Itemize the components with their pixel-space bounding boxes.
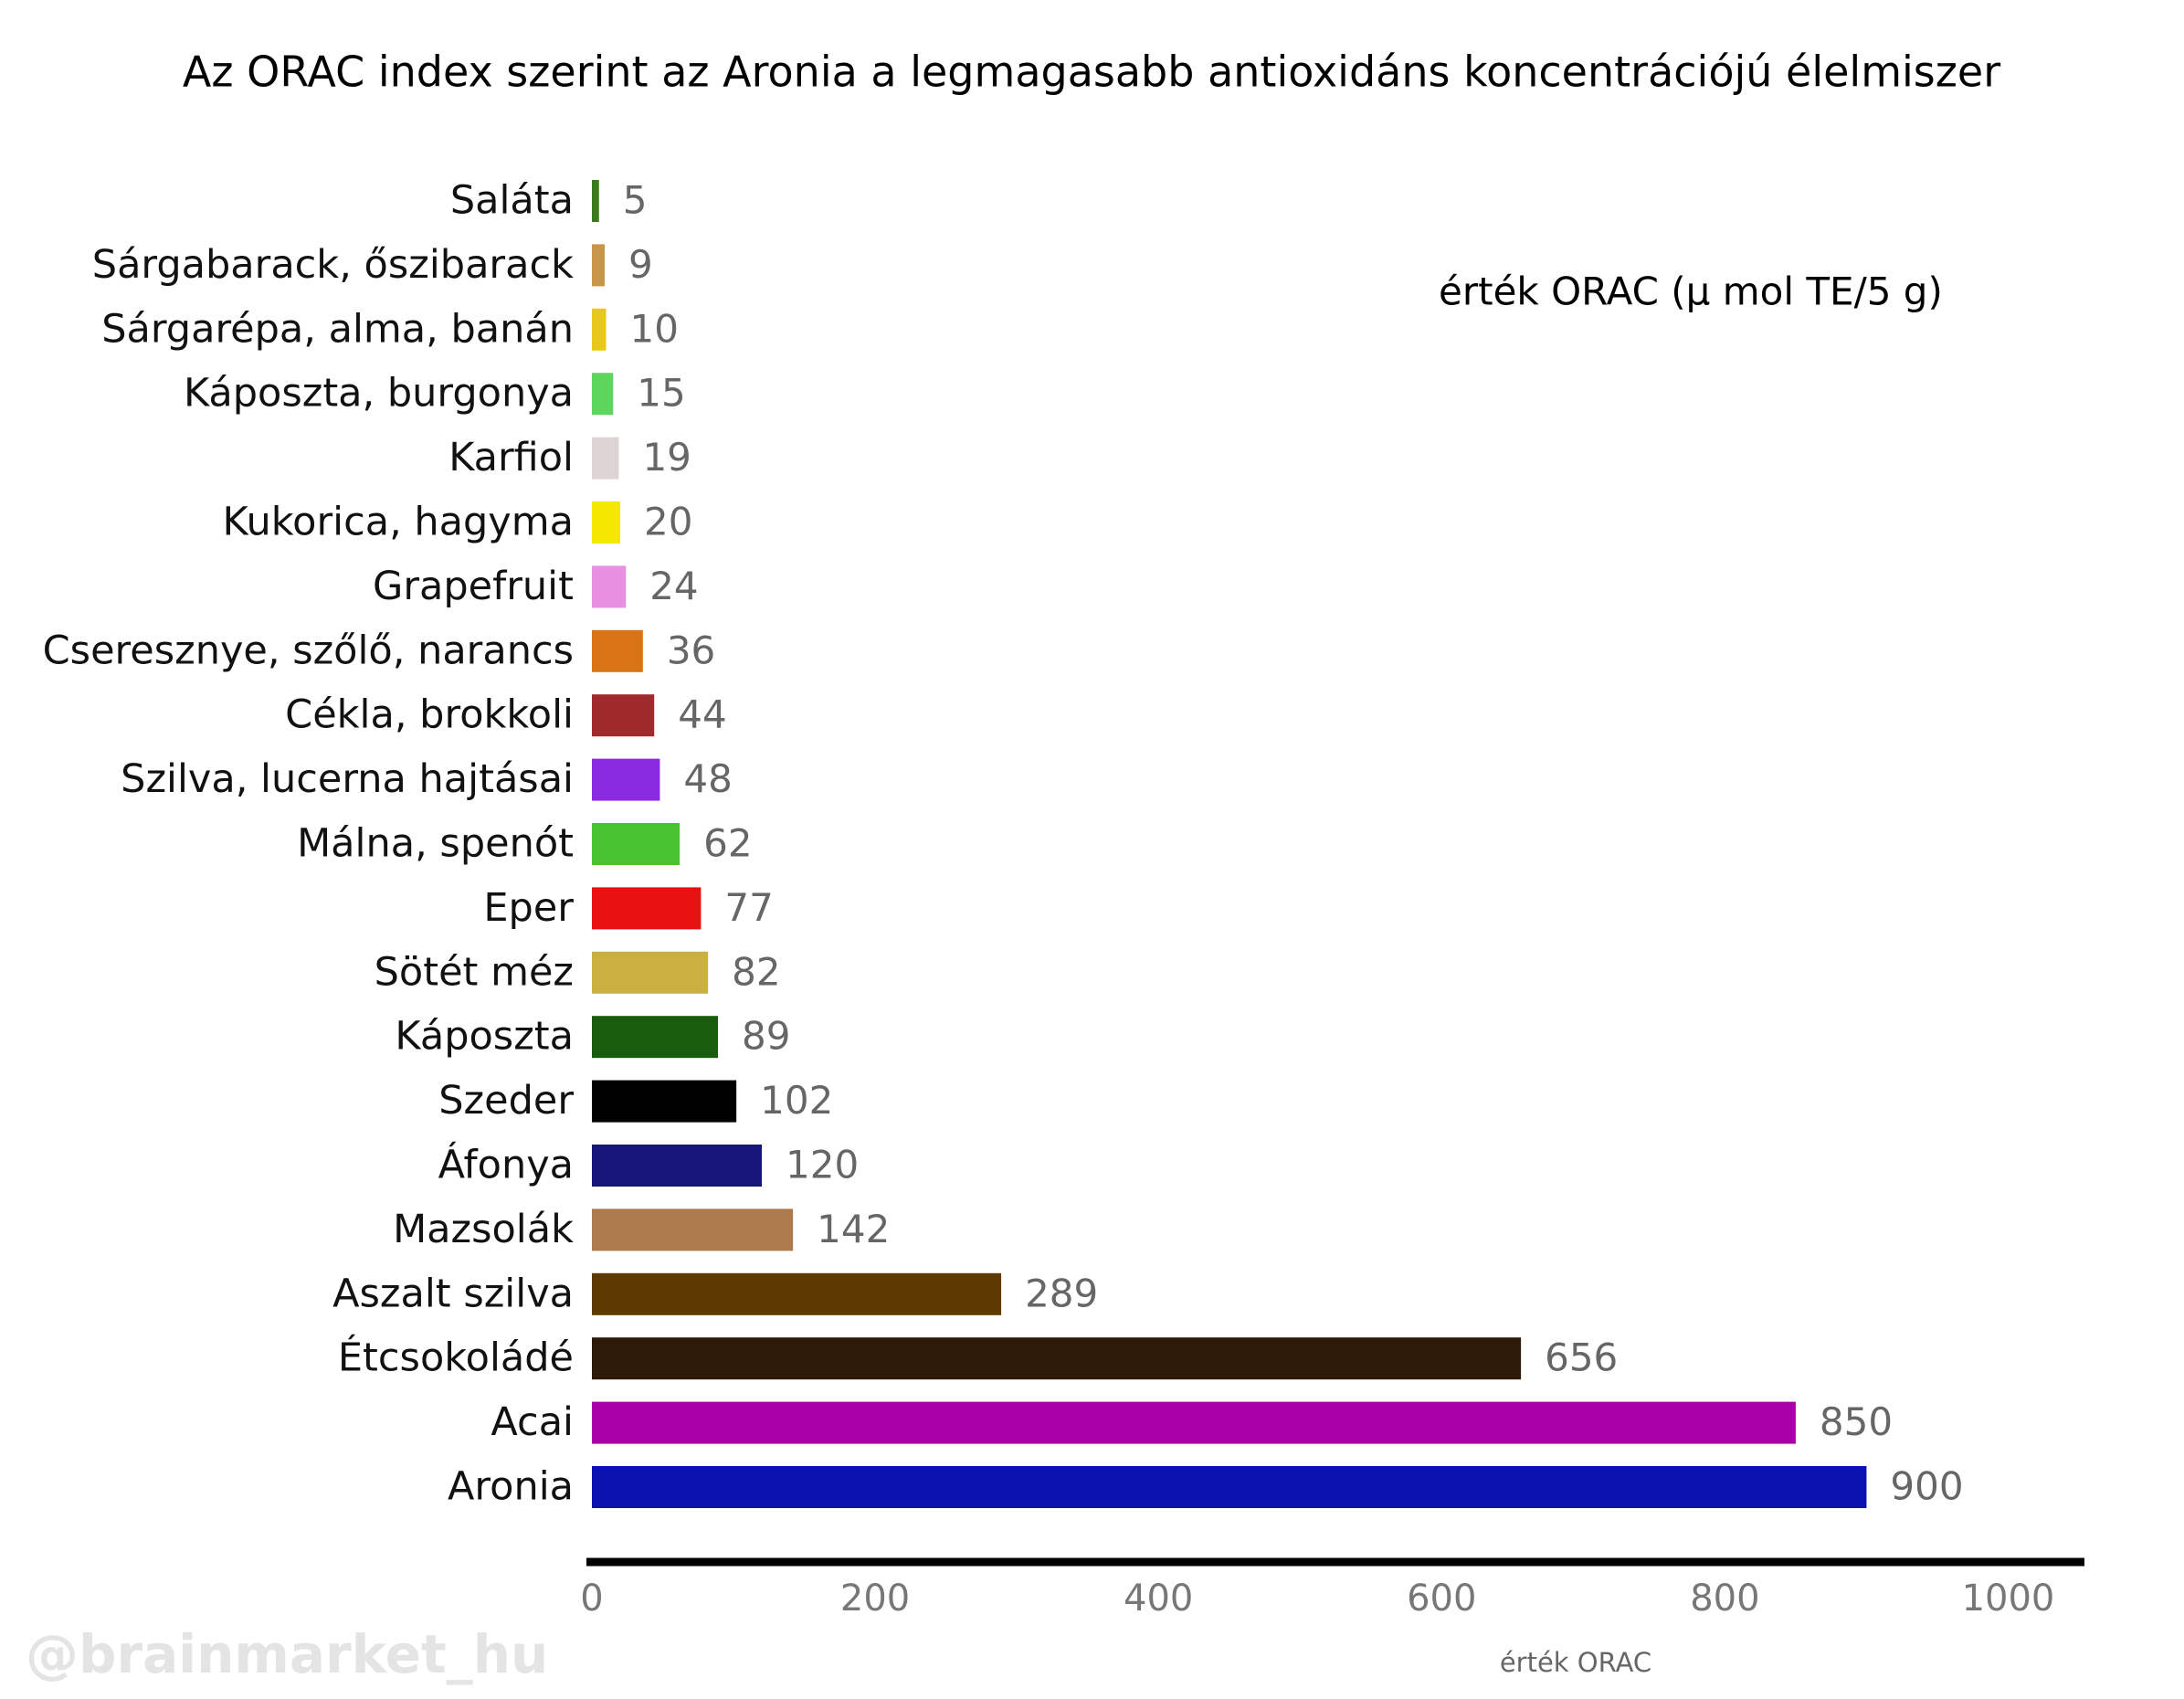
bar: [592, 1401, 1796, 1444]
y-tick-label: Saláta: [450, 178, 574, 224]
y-tick-label: Káposzta: [395, 1014, 574, 1060]
bar: [592, 1208, 794, 1251]
x-tick-label: 200: [840, 1578, 910, 1620]
y-tick-label: Karfiol: [448, 435, 574, 480]
y-tick-label: Kukorica, hagyma: [222, 500, 574, 545]
y-tick-label: Szeder: [438, 1078, 574, 1124]
bar: [592, 1272, 1002, 1315]
bar: [592, 1016, 718, 1059]
value-label: 102: [760, 1078, 833, 1123]
y-tick-label: Sárgarépa, alma, banán: [101, 306, 574, 352]
value-label: 82: [732, 949, 780, 994]
y-tick-label: Eper: [483, 885, 574, 931]
y-tick-label: Káposzta, burgonya: [184, 371, 574, 417]
bar: [592, 951, 709, 994]
value-label: 24: [649, 564, 698, 608]
y-tick-label: Cseresznye, szőlő, narancs: [43, 628, 574, 673]
value-label: 89: [742, 1014, 790, 1059]
y-tick-label: Szilva, lucerna hajtásai: [121, 756, 574, 802]
x-tick-label: 600: [1407, 1578, 1476, 1620]
bar: [592, 823, 681, 865]
value-label: 850: [1820, 1399, 1893, 1444]
value-label: 15: [637, 371, 685, 416]
value-label: 656: [1545, 1335, 1618, 1380]
y-tick-label: Áfonya: [438, 1142, 574, 1188]
bar: [592, 308, 607, 351]
chart-title: Az ORAC index szerint az Aronia a legmag…: [183, 47, 2000, 97]
y-tick-label: Málna, spenót: [297, 821, 574, 867]
y-tick-label: Aszalt szilva: [332, 1271, 574, 1316]
bar: [592, 1466, 1867, 1508]
x-tick-label: 0: [580, 1578, 603, 1620]
bar: [592, 437, 619, 480]
value-label: 77: [724, 885, 773, 930]
bar: [592, 373, 614, 416]
x-tick-label: 400: [1124, 1578, 1193, 1620]
watermark: @brainmarket_hu: [26, 1623, 548, 1685]
value-label: 44: [678, 692, 726, 737]
y-tick-label: Cékla, brokkoli: [285, 692, 574, 738]
bar: [592, 565, 627, 608]
value-label: 5: [623, 178, 648, 223]
value-label: 289: [1025, 1271, 1098, 1315]
bar: [592, 180, 599, 222]
bar: [592, 1145, 763, 1187]
legend-note: érték ORAC (μ mol TE/5 g): [1439, 269, 1943, 314]
y-tick-label: Mazsolák: [393, 1207, 574, 1252]
bar: [592, 887, 702, 930]
y-tick-label: Aronia: [448, 1464, 574, 1510]
value-label: 19: [642, 435, 691, 480]
value-label: 120: [786, 1143, 859, 1187]
bar: [592, 501, 621, 543]
value-label: 900: [1890, 1464, 1963, 1509]
bar: [592, 244, 605, 287]
x-tick-label: 800: [1690, 1578, 1759, 1620]
y-tick-label: Sötét méz: [375, 949, 574, 995]
value-label: 10: [630, 306, 679, 351]
value-label: 36: [667, 628, 715, 672]
value-label: 62: [703, 821, 752, 866]
value-label: 20: [644, 500, 692, 544]
value-label: 48: [683, 756, 732, 801]
bar: [592, 758, 660, 801]
bar: [592, 1337, 1522, 1380]
y-tick-label: Grapefruit: [373, 564, 574, 609]
value-label: 142: [817, 1207, 890, 1251]
y-tick-label: Sárgabarack, őszibarack: [92, 242, 574, 288]
bar: [592, 629, 643, 672]
y-tick-label: Acai: [491, 1399, 574, 1445]
bar: [592, 694, 655, 737]
y-tick-label: Étcsokoládé: [338, 1335, 574, 1381]
value-label: 9: [628, 242, 653, 287]
x-tick-label: 1000: [1962, 1578, 2055, 1620]
bar: [592, 1080, 737, 1123]
x-axis-label: érték ORAC: [1500, 1647, 1651, 1678]
